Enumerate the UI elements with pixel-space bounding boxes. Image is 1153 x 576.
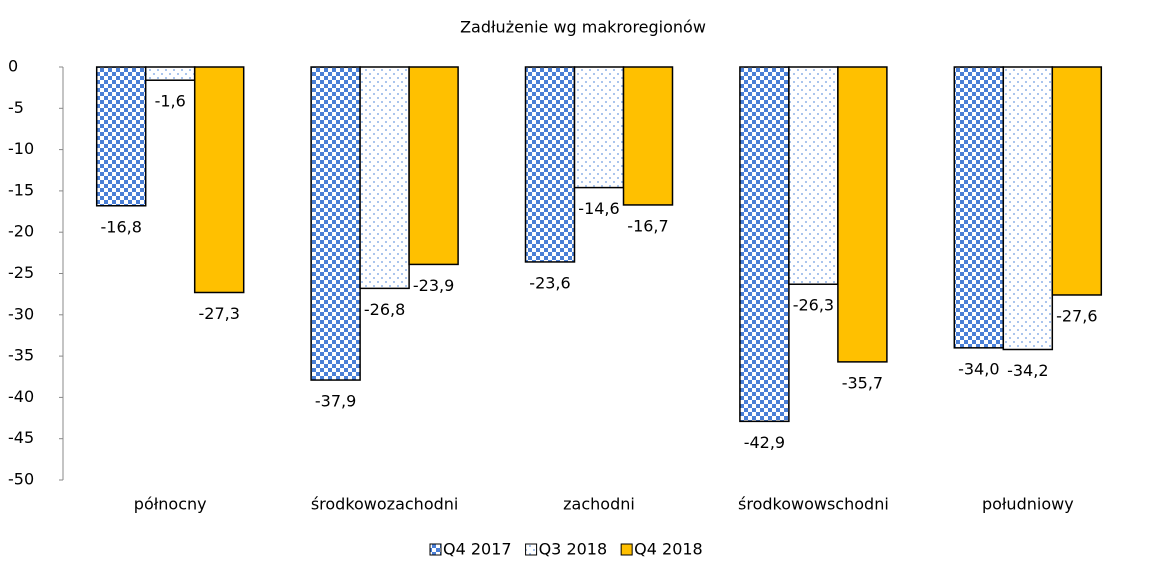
value-label: -26,8	[364, 300, 405, 319]
bar	[408, 66, 459, 266]
value-label: -42,9	[744, 433, 785, 452]
x-tick-label: zachodni	[563, 495, 635, 514]
legend-label: Q4 2018	[634, 540, 703, 559]
bar	[837, 66, 888, 363]
value-label: -23,6	[529, 273, 570, 292]
y-tick-label: -35	[8, 346, 34, 365]
bar	[144, 66, 196, 81]
y-tick-label: -40	[8, 387, 34, 406]
bar	[1002, 66, 1054, 351]
x-tick-label: południowy	[982, 495, 1074, 514]
bar	[739, 66, 790, 423]
value-label: -34,2	[1007, 361, 1048, 380]
x-tick-label: północny	[134, 495, 207, 514]
value-label: -37,9	[315, 392, 356, 411]
legend-swatch	[429, 543, 442, 556]
y-tick-label: -10	[8, 139, 34, 158]
bar	[310, 66, 361, 381]
value-label: -14,6	[578, 199, 619, 218]
chart-title: Zadłużenie wg makroregionów	[460, 18, 706, 37]
value-label: -35,7	[842, 373, 883, 392]
y-tick-label: -20	[8, 222, 34, 241]
bar	[788, 66, 839, 285]
bar	[193, 66, 245, 294]
y-tick-label: -45	[8, 428, 34, 447]
value-label: -16,8	[100, 217, 141, 236]
legend-swatch	[620, 543, 633, 556]
y-tick-label: -15	[8, 180, 34, 199]
x-tick-label: środkowozachodni	[311, 495, 459, 514]
bar	[524, 66, 576, 263]
y-tick-label: 0	[8, 57, 18, 76]
value-label: -26,3	[793, 296, 834, 315]
value-label: -16,7	[627, 216, 668, 235]
y-tick-label: -30	[8, 304, 34, 323]
bar	[95, 66, 147, 207]
bar	[622, 66, 674, 206]
legend-label: Q3 2018	[539, 540, 608, 559]
value-label: -23,9	[413, 276, 454, 295]
y-tick-label: -25	[8, 263, 34, 282]
value-label: -27,6	[1056, 306, 1097, 325]
value-label: -34,0	[958, 359, 999, 378]
value-label: -27,3	[198, 304, 239, 323]
bar	[573, 66, 625, 189]
value-label: -1,6	[155, 92, 186, 111]
bar	[1051, 66, 1103, 296]
x-tick-label: środkowowschodni	[738, 495, 889, 514]
bar	[359, 66, 410, 290]
legend-label: Q4 2017	[443, 540, 512, 559]
legend-swatch	[525, 543, 538, 556]
bar	[953, 66, 1005, 349]
y-tick-label: -5	[8, 98, 24, 117]
y-tick-label: -50	[8, 470, 34, 489]
